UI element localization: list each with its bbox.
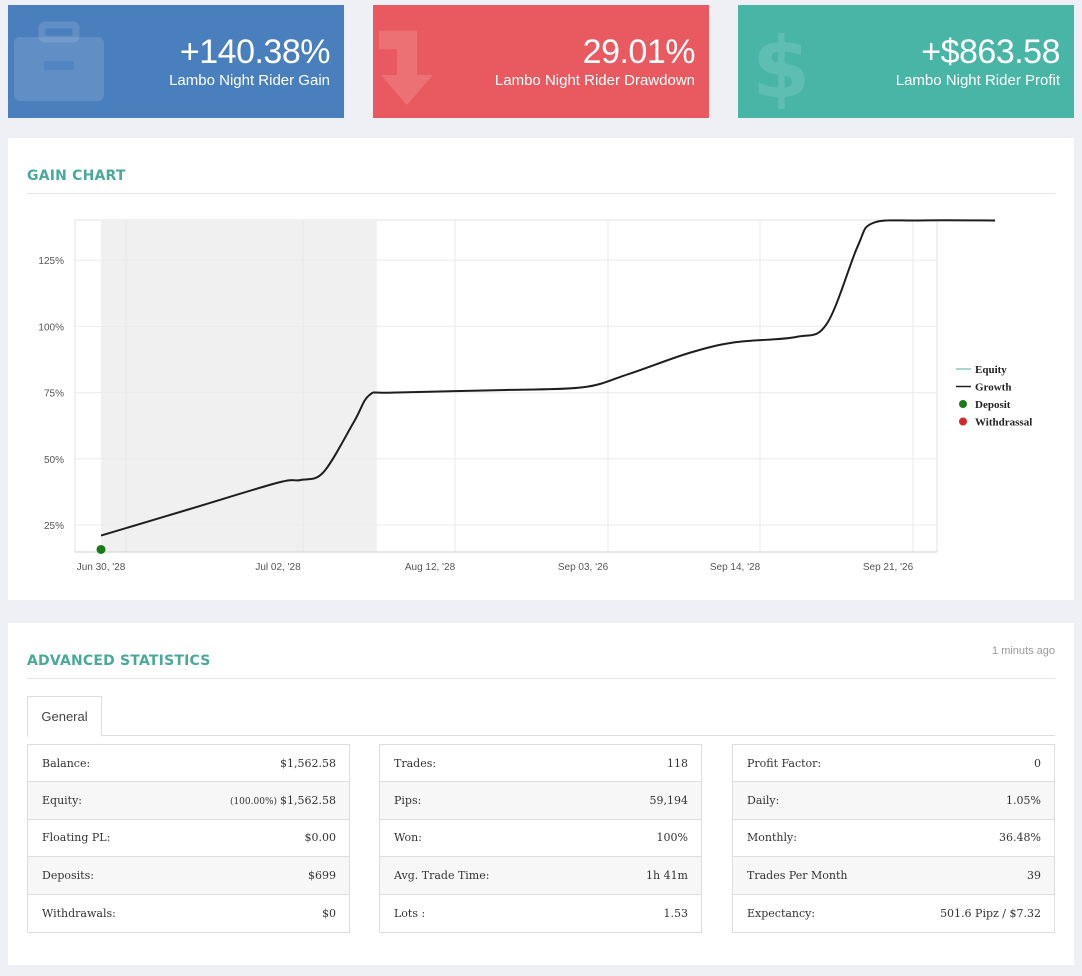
stat-label: Trades Per Month (747, 868, 848, 882)
stat-label: Daily: (747, 794, 780, 808)
y-tick-label: 50% (44, 455, 64, 466)
x-tick-label: Sep 21, '26 (863, 562, 914, 573)
stat-value: $0.00 (304, 831, 337, 845)
x-tick-label: Jul 02, '28 (255, 562, 301, 573)
drawdown-value: 29.01% (582, 33, 696, 71)
y-tick-label: 25% (44, 521, 64, 532)
stat-value: 36.48% (999, 831, 1041, 845)
stat-label: Monthly: (747, 831, 797, 845)
stat-value: $699 (308, 868, 336, 882)
stat-value: 118 (667, 756, 688, 770)
stats-column-2: Trades: 118 Pips: 59,194 Won: 100% Avg. Trade … (379, 744, 702, 933)
stat-row: Trades Per Month 39 (733, 857, 1054, 895)
stat-row: Equity: (100.00%) $1,562.58 (28, 782, 349, 820)
stat-label: Pips: (394, 794, 422, 808)
y-tick-label: 100% (38, 322, 64, 333)
legend-equity-label[interactable]: Equity (975, 364, 1007, 376)
stat-label: Withdrawals: (42, 906, 116, 920)
advanced-statistics-title: ADVANCED STATISTICS (27, 653, 211, 669)
tab-general[interactable]: General (27, 696, 102, 737)
legend-withdrassal-label[interactable]: Withdrassal (975, 417, 1032, 429)
last-updated-text: 1 minuts ago (992, 645, 1055, 657)
stat-row: Deposits: $699 (28, 857, 349, 895)
legend-growth-label[interactable]: Growth (975, 382, 1011, 394)
divider (27, 193, 1055, 194)
stat-value: 1h 41m (645, 868, 688, 882)
divider (27, 678, 1055, 679)
advanced-statistics-panel: ADVANCED STATISTICS 1 minuts ago General… (8, 623, 1074, 965)
stat-row: Avg. Trade Time: 1h 41m (380, 857, 701, 895)
briefcase-icon (14, 21, 104, 101)
stat-label: Won: (394, 831, 422, 845)
arrow-down-icon (379, 31, 433, 105)
deposit-point[interactable] (96, 544, 106, 554)
stat-row: Floating PL: $0.00 (28, 820, 349, 858)
stat-label: Expectancy: (747, 906, 816, 920)
stats-column-3: Profit Factor: 0 Daily: 1.05% Monthly: 36.48%… (732, 744, 1055, 933)
stat-row: Trades: 118 (380, 745, 701, 783)
stat-row: Daily: 1.05% (733, 782, 1054, 820)
stat-row: Profit Factor: 0 (733, 745, 1054, 783)
gain-value: +140.38% (179, 33, 331, 71)
legend-withdrassal-swatch (959, 417, 967, 426)
x-tick-label: Sep 14, '28 (710, 562, 761, 573)
stats-column-1: Balance: $1,562.58 Equity: (100.00%) $1,562.… (27, 744, 350, 933)
stat-value: 39 (1027, 868, 1041, 882)
stat-value: 0 (1034, 756, 1041, 770)
shaded-region (101, 220, 377, 552)
dollar-icon: $ (752, 19, 810, 109)
drawdown-label: Lambo Night Rider Drawdown (494, 72, 695, 89)
stat-row: Withdrawals: $0 (28, 895, 349, 932)
y-tick-label: 75% (44, 389, 64, 400)
profit-value: +$863.58 (921, 33, 1060, 71)
profit-card: $ +$863.58 Lambo Night Rider Profit (738, 5, 1074, 118)
stat-label: Balance: (42, 756, 91, 770)
legend-deposit-label[interactable]: Deposit (975, 399, 1011, 411)
profit-label: Lambo Night Rider Profit (895, 72, 1060, 89)
gain-label: Lambo Night Rider Gain (169, 72, 330, 89)
stat-label: Lots : (394, 906, 426, 920)
stat-row: Expectancy: 501.6 Pipz / $7.32 (733, 895, 1054, 932)
stat-label: Floating PL: (42, 831, 111, 845)
gain-card: +140.38% Lambo Night Rider Gain (8, 5, 344, 118)
drawdown-card: 29.01% Lambo Night Rider Drawdown (373, 5, 709, 118)
stat-label: Avg. Trade Time: (394, 868, 490, 882)
stat-value: 1.53 (663, 906, 689, 920)
stat-row: Pips: 59,194 (380, 782, 701, 820)
gain-chart[interactable]: 25% 50% 75% 100% 125% Jun 30, '28 Jul 02, '28… (8, 138, 1074, 600)
stat-label: Equity: (42, 794, 83, 808)
stat-row: Won: 100% (380, 820, 701, 858)
stat-value: 59,194 (649, 794, 689, 808)
x-tick-label: Jun 30, '28 (77, 562, 126, 573)
stat-value: 501.6 Pipz / $7.32 (940, 906, 1041, 920)
stat-row: Balance: $1,562.58 (28, 745, 349, 783)
x-tick-label: Aug 12, '28 (405, 562, 456, 573)
stats-tabs: General (27, 696, 1055, 737)
stat-label: Trades: (394, 756, 437, 770)
svg-text:$: $ (752, 19, 810, 109)
stat-value-prefix: (100.00%) (229, 797, 278, 808)
y-tick-label: 125% (38, 256, 64, 267)
stat-label: Deposits: (42, 868, 94, 882)
stat-label: Profit Factor: (747, 756, 822, 770)
stat-value: 100% (656, 831, 688, 845)
gain-chart-title: GAIN CHART (27, 168, 126, 184)
stat-value: (100.00%) $1,562.58 (229, 794, 336, 808)
stat-value: $1,562.58 (280, 756, 336, 770)
stat-value: 1.05% (1006, 794, 1041, 808)
growth-series-line (100, 219, 996, 537)
stat-row: Lots : 1.53 (380, 895, 701, 932)
stat-value: $0 (322, 906, 336, 920)
x-tick-label: Sep 03, '26 (558, 562, 609, 573)
gain-chart-panel: GAIN CHART 25% 50% 75% 100% 125% Jun 30, '28… (8, 138, 1074, 600)
legend-deposit-swatch (959, 400, 967, 408)
stat-row: Monthly: 36.48% (733, 820, 1054, 858)
